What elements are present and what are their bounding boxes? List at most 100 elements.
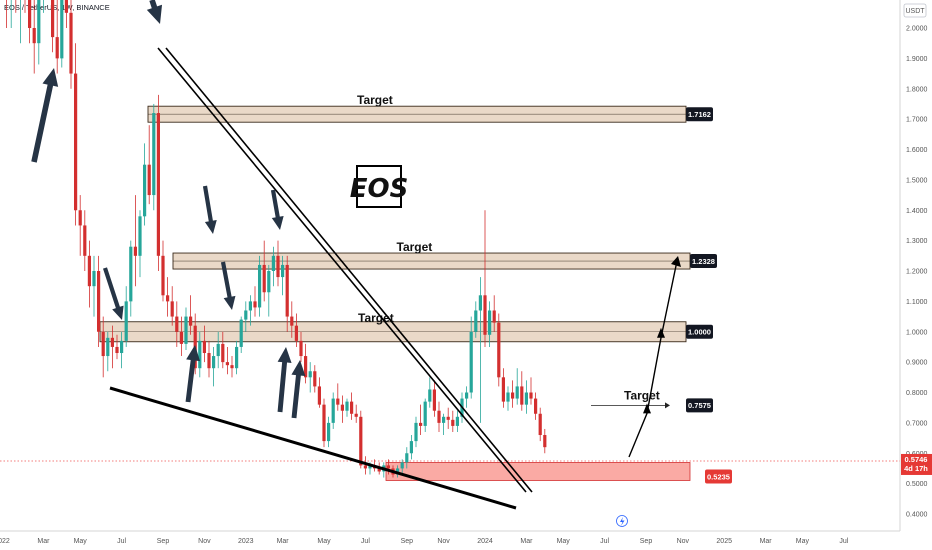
time-tick-label: Mar: [277, 538, 290, 545]
price-tick-label: 0.9000: [906, 360, 928, 367]
time-tick-label: Mar: [37, 538, 50, 545]
candle-body: [327, 422, 331, 442]
up-arrow: [291, 360, 306, 419]
candle-body: [28, 0, 32, 28]
currency-box: [903, 3, 927, 18]
price-tick-label: 1.6000: [906, 147, 928, 154]
time-tick-label: Mar: [520, 538, 533, 545]
price-tick-label: 1.5000: [906, 177, 928, 184]
candle-body: [317, 386, 321, 405]
candle-body: [520, 386, 524, 405]
price-tick-label: 1.0000: [906, 329, 928, 336]
time-tick-label: May: [317, 538, 331, 545]
price-tick-label: 1.8000: [906, 86, 928, 93]
candle-body: [207, 353, 211, 369]
price-badge-1-0000-text: 1.0000: [688, 328, 711, 337]
candle-body: [483, 295, 487, 335]
candle-body: [294, 325, 298, 341]
title-box: [356, 165, 402, 208]
price-badge-0-7575-text: 0.7575: [688, 401, 711, 410]
down-arrow: [146, 0, 163, 24]
candle-body: [110, 337, 114, 347]
candle-body: [538, 413, 542, 436]
candle-body: [235, 346, 239, 369]
time-tick-label: Jul: [839, 538, 848, 545]
candle-body: [285, 264, 289, 317]
candle-body: [497, 322, 501, 378]
currency-label: USDT: [905, 8, 925, 15]
time-tick-label: Jul: [361, 538, 370, 545]
candle-body: [92, 271, 96, 287]
price-tick-label: 1.3000: [906, 238, 928, 245]
candle-body: [400, 462, 404, 469]
candle-body: [55, 37, 59, 59]
support-zone: [385, 462, 691, 481]
candle-body: [488, 310, 492, 335]
candle-body: [511, 392, 515, 399]
target-label: Target: [624, 388, 660, 402]
candle-body: [446, 416, 450, 420]
candle-body: [152, 113, 156, 196]
price-badge-0-5235: [705, 469, 732, 484]
candle-body: [143, 164, 147, 217]
target-label: Target: [357, 93, 393, 107]
current-price-badge: [901, 453, 932, 475]
price-tick-label: 0.4000: [906, 512, 928, 519]
candle-body: [175, 316, 179, 332]
candle-body: [244, 310, 248, 320]
price-tick-label: 1.4000: [906, 208, 928, 215]
candle-body: [432, 389, 436, 411]
candle-body: [405, 453, 409, 463]
candle-body: [166, 295, 170, 302]
time-tick-label: May: [796, 538, 810, 545]
candle-body: [474, 310, 478, 332]
candle-body: [428, 389, 432, 402]
time-tick-label: 2022: [0, 538, 10, 545]
time-tick-label: Sep: [157, 538, 170, 545]
price-badge-1-2328: [690, 254, 717, 269]
candle-body: [248, 301, 252, 311]
price-badge-1-2328-text: 1.2328: [692, 257, 715, 266]
candle-body: [377, 468, 381, 472]
candle-body: [359, 416, 363, 466]
price-tick-label: 1.1000: [906, 299, 928, 306]
candle-body: [253, 301, 257, 308]
price-badge-1-0000: [686, 324, 713, 339]
projection-arrowhead: [643, 403, 651, 414]
candle-body: [161, 255, 165, 296]
candle-body: [124, 301, 128, 341]
candle-body: [543, 435, 547, 448]
candle-body: [97, 271, 101, 332]
chart-title: EOS: [350, 174, 409, 204]
target-arrowhead: [665, 402, 670, 409]
time-tick-label: Nov: [437, 538, 450, 545]
candle-body: [198, 340, 202, 369]
candle-body: [37, 0, 41, 44]
candle-body: [478, 295, 482, 311]
lightning-icon-glyph: [620, 517, 625, 526]
time-tick-label: May: [557, 538, 571, 545]
up-arrow: [31, 68, 59, 163]
candle-body: [212, 356, 216, 369]
time-tick-label: Jul: [600, 538, 609, 545]
candle-body: [524, 392, 528, 405]
price-tick-label: 1.7000: [906, 117, 928, 124]
price-tick-label: 0.7000: [906, 420, 928, 427]
candle-body: [451, 419, 455, 426]
projection-path: [628, 260, 678, 458]
time-tick-label: Jul: [117, 538, 126, 545]
candle-body: [225, 362, 229, 366]
candle-body: [437, 410, 441, 423]
candle-body: [290, 316, 294, 326]
candle-body: [308, 371, 312, 378]
candle-body: [106, 337, 110, 357]
candle-body: [74, 73, 78, 211]
price-tick-label: 0.5000: [906, 481, 928, 488]
up-arrow: [277, 347, 292, 413]
up-arrow: [185, 345, 201, 403]
price-badge-0-7575: [686, 398, 713, 413]
candle-body: [386, 465, 390, 469]
candle-body: [492, 310, 496, 323]
time-tick-label: Sep: [401, 538, 414, 545]
